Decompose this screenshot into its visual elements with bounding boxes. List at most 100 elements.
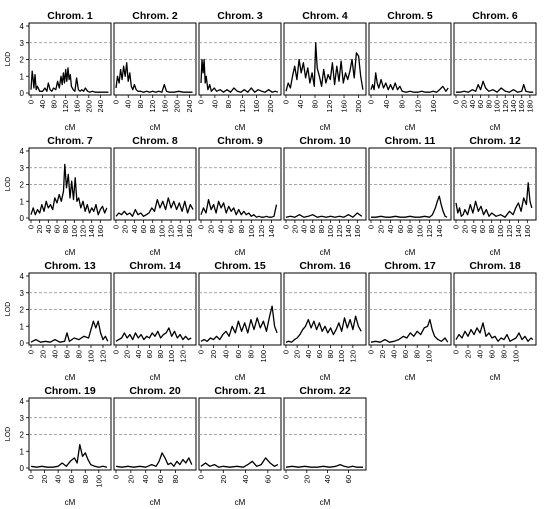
x-tick-label: 160 [429, 100, 438, 113]
lod-series-line [200, 305, 278, 342]
y-tick-label: 0 [20, 89, 25, 98]
x-tick-label: 60 [145, 350, 154, 358]
x-tick-label: 0 [367, 100, 376, 104]
x-tick-label: 160 [523, 225, 532, 238]
lod-series-line [285, 315, 362, 343]
panel-frame [368, 147, 452, 221]
x-tick-label: 200 [173, 100, 182, 113]
y-tick-label: 3 [20, 289, 25, 298]
x-tick-label: 0 [197, 350, 206, 354]
chrom-panel: Chrom. 21 0 20 40 60 cM [197, 385, 282, 507]
x-tick-label: 60 [488, 350, 497, 358]
x-tick-label: 20 [290, 225, 299, 233]
x-tick-label: 60 [63, 350, 72, 358]
x-tick-label: 80 [484, 100, 493, 108]
x-axis-label: cM [320, 498, 331, 507]
x-tick-label: 0 [282, 350, 291, 354]
x-axis-label: cM [490, 248, 501, 257]
lod-series-line [370, 318, 449, 343]
x-tick-label: 40 [386, 225, 395, 233]
x-axis-label: cM [405, 248, 416, 257]
panel-title: Chrom. 17 [384, 260, 436, 272]
y-tick-label: 3 [20, 39, 25, 48]
x-tick-label: 80 [81, 475, 90, 483]
x-tick-label: 0 [282, 100, 291, 104]
x-tick-label: 20 [378, 350, 387, 358]
x-tick-label: 40 [241, 475, 250, 483]
panel-title: Chrom. 3 [217, 10, 263, 22]
x-tick-label: 40 [210, 100, 219, 108]
panel-title: Chrom. 9 [217, 135, 263, 147]
panel-frame [198, 272, 282, 346]
x-tick-label: 60 [227, 225, 236, 233]
x-tick-label: 100 [326, 225, 335, 238]
y-tick-label: 4 [20, 272, 25, 281]
x-axis-label: cM [150, 373, 161, 382]
x-axis-label: cM [150, 248, 161, 257]
x-tick-label: 20 [302, 475, 311, 483]
panel-frame [368, 22, 452, 96]
panel-frame [453, 147, 537, 221]
y-tick-label: 1 [20, 447, 25, 456]
y-tick-label: 1 [20, 72, 25, 81]
lod-series-line [115, 452, 193, 468]
x-tick-label: 80 [75, 350, 84, 358]
x-tick-label: 40 [296, 100, 305, 108]
x-tick-label: 60 [401, 350, 410, 358]
x-tick-label: 20 [376, 225, 385, 233]
x-tick-label: 40 [304, 350, 313, 358]
panel-title: Chrom. 20 [129, 385, 181, 397]
x-tick-label: 60 [156, 475, 165, 483]
x-tick-label: 160 [353, 225, 362, 238]
x-tick-label: 40 [476, 350, 485, 358]
panel-title: Chrom. 12 [469, 135, 521, 147]
x-tick-label: 100 [493, 100, 502, 113]
x-tick-label: 160 [73, 100, 82, 113]
panel-title: Chrom. 14 [129, 260, 181, 272]
panel-frame [198, 22, 282, 96]
panel-frame [453, 272, 537, 346]
x-axis-label: cM [320, 123, 331, 132]
x-tick-label: 20 [460, 225, 469, 233]
x-tick-label: 120 [99, 350, 108, 363]
x-tick-label: 60 [344, 475, 353, 483]
x-tick-label: 0 [367, 225, 376, 229]
y-tick-label: 0 [20, 214, 25, 223]
x-tick-label: 40 [299, 225, 308, 233]
x-tick-label: 100 [337, 350, 346, 363]
panel-title: Chrom. 4 [302, 10, 348, 22]
x-axis-label: cM [490, 123, 501, 132]
panel-frame [28, 272, 112, 346]
x-tick-label: 120 [505, 225, 514, 238]
y-tick-label: 2 [20, 306, 25, 315]
x-tick-label: 100 [87, 350, 96, 363]
y-tick-label: 3 [20, 164, 25, 173]
panel-title: Chrom. 7 [47, 135, 93, 147]
x-tick-label: 60 [53, 225, 62, 233]
x-tick-label: 40 [217, 225, 226, 233]
lod-series-line [456, 80, 534, 93]
x-tick-label: 20 [219, 475, 228, 483]
x-axis-label: cM [150, 123, 161, 132]
panel-frame [28, 397, 112, 471]
x-tick-label: 40 [221, 350, 230, 358]
x-tick-label: 120 [325, 100, 334, 113]
chrom-panel: Chrom. 3 0 40 80 120 160 200 cM [197, 10, 282, 132]
x-tick-label: 60 [67, 475, 76, 483]
x-tick-label: 180 [525, 100, 534, 113]
chrom-panel: Chrom. 22 0 20 40 60 cM [282, 385, 367, 507]
x-tick-label: 80 [500, 350, 509, 358]
chrom-panel: Chrom. 16 0 20 40 60 80 100 120 cM [282, 260, 367, 382]
x-tick-label: 60 [234, 350, 243, 358]
panel-title: Chrom. 1 [47, 10, 93, 22]
x-tick-label: 40 [124, 100, 133, 108]
y-axis-label: LOD [5, 52, 12, 66]
x-tick-label: 40 [51, 350, 60, 358]
x-tick-label: 40 [130, 225, 139, 233]
chrom-panel: Chrom. 18 0 20 40 60 80 100 cM [452, 260, 537, 382]
x-tick-label: 120 [257, 225, 266, 238]
x-axis-label: cM [235, 498, 246, 507]
x-tick-label: 60 [308, 225, 317, 233]
x-tick-label: 80 [246, 350, 255, 358]
